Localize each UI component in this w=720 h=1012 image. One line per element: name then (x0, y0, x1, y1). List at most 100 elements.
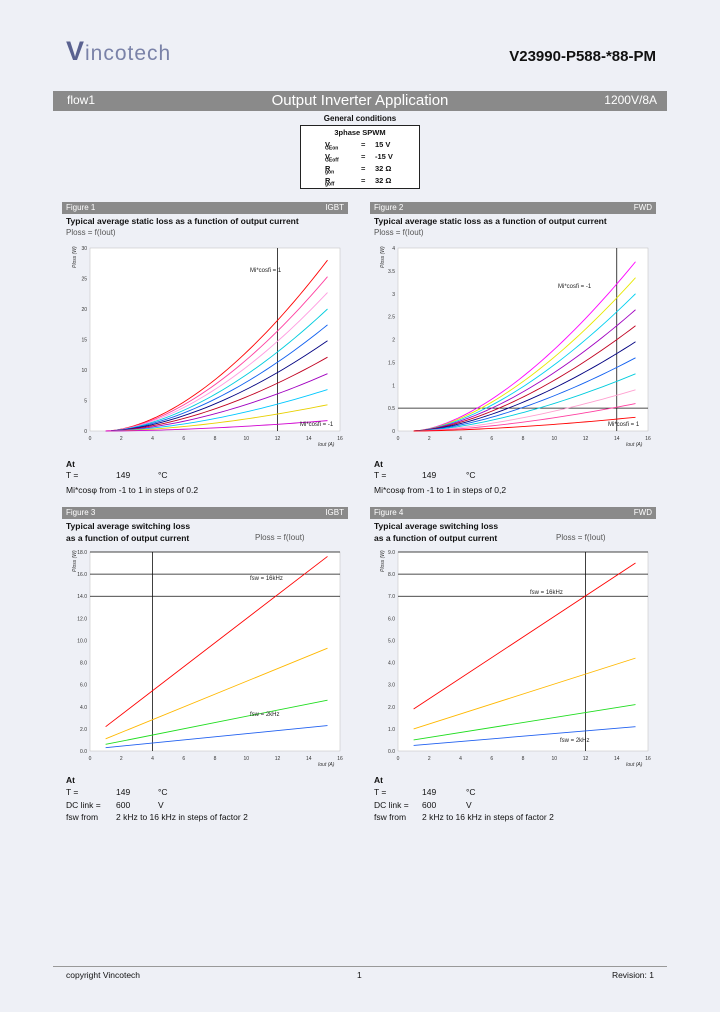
logo-text: incotech (85, 42, 172, 65)
y-axis-label: Ploss (W) (380, 246, 386, 268)
y-tick-label: 6.0 (80, 683, 87, 689)
x-axis-label: Iout (A) (626, 762, 643, 768)
y-tick-label: 2.5 (388, 315, 395, 321)
plot-area (89, 247, 341, 432)
figure-device: FWD (633, 508, 652, 517)
gc-val: -15 V (375, 152, 393, 161)
x-axis-label: Iout (A) (318, 442, 335, 448)
y-tick-label: 2.0 (388, 705, 395, 711)
cond-dc-unit: V (158, 800, 164, 810)
y-tick-label: 18.0 (77, 550, 87, 556)
y-tick-label: 1.5 (388, 360, 395, 366)
chart-annotation: Mi*cosfi = -1 (300, 422, 334, 428)
cond-t-value: 149 (116, 787, 131, 797)
gc-val: 32 Ω (375, 164, 392, 173)
general-conditions-title: General conditions (323, 114, 397, 123)
x-tick-label: 16 (645, 436, 651, 442)
series-line (105, 324, 328, 432)
cond-t-label: T = (66, 470, 79, 480)
y-tick-label: 3.5 (388, 269, 395, 275)
gc-eq: = (361, 152, 366, 161)
series-line (413, 261, 636, 432)
cond-t-unit: °C (158, 787, 168, 797)
cond-t-unit: °C (466, 787, 476, 797)
y-tick-label: 6.0 (388, 616, 395, 622)
x-tick-label: 12 (583, 436, 589, 442)
series-line (105, 404, 328, 432)
gc-eq: = (361, 176, 366, 185)
figure-label: Figure 3 (66, 508, 96, 517)
y-tick-label: 0 (392, 429, 395, 435)
gc-mode: 3phase SPWM (334, 128, 386, 137)
y-tick-label: 1.0 (388, 727, 395, 733)
figure-label: Figure 4 (374, 508, 404, 517)
x-axis-label: Iout (A) (626, 442, 643, 448)
series-line (413, 325, 636, 432)
gc-sym: V (325, 152, 331, 161)
y-tick-label: 5.0 (388, 638, 395, 644)
x-tick-label: 0 (397, 436, 400, 442)
x-tick-label: 4 (151, 756, 154, 762)
series-line (105, 420, 328, 432)
x-tick-label: 16 (337, 756, 343, 762)
chart-figure-3: 0 2 4 6 8 10 12 14 16 0.0 2.0 4.0 6.0 8.0 10.0 12.0 14.0… (72, 550, 343, 768)
chart-annotation: fsw = 16kHz (530, 590, 563, 596)
x-tick-label: 16 (645, 756, 651, 762)
x-tick-label: 2 (428, 756, 431, 762)
series-line (105, 647, 328, 740)
series-line (105, 308, 328, 432)
cond-dc-value: 600 (422, 800, 437, 810)
series-line (413, 657, 636, 730)
x-tick-label: 4 (151, 436, 154, 442)
x-tick-label: 4 (459, 756, 462, 762)
plot-area (89, 551, 341, 752)
y-tick-label: 30 (81, 246, 87, 252)
x-tick-label: 6 (182, 756, 185, 762)
cond-t-value: 149 (116, 470, 131, 480)
cond-dc-value: 600 (116, 800, 131, 810)
figure-label: Figure 1 (66, 203, 96, 212)
plot-area (397, 247, 649, 432)
cond-note: Mi*cosφ from -1 to 1 in steps of 0.2 (66, 485, 199, 495)
figure-title: Typical average switching loss (66, 521, 191, 531)
x-tick-label: 16 (337, 436, 343, 442)
x-tick-label: 10 (243, 756, 249, 762)
x-tick-label: 14 (614, 756, 620, 762)
y-tick-label: 7.0 (388, 594, 395, 600)
y-axis-label: Ploss (W) (72, 246, 78, 268)
x-tick-label: 2 (428, 436, 431, 442)
y-tick-label: 4.0 (388, 661, 395, 667)
figure-formula: Ploss = f(Iout) (374, 228, 424, 237)
y-tick-label: 4.0 (80, 705, 87, 711)
cond-fsw-value: 2 kHz to 16 kHz in steps of factor 2 (116, 812, 248, 822)
chart-figure-1: 0 2 4 6 8 10 12 14 16 0 5 10 15 20 25 30 Iout (A) Ploss (… (72, 246, 343, 448)
y-tick-label: 5 (84, 399, 87, 405)
x-tick-label: 12 (275, 436, 281, 442)
cond-t-unit: °C (466, 470, 476, 480)
x-tick-label: 14 (614, 436, 620, 442)
y-tick-label: 14.0 (77, 594, 87, 600)
y-tick-label: 15 (81, 338, 87, 344)
series-line (105, 340, 328, 432)
y-tick-label: 0.0 (388, 749, 395, 755)
series-line (105, 292, 328, 432)
gc-sub: goff (325, 181, 335, 188)
gc-sub: GEoff (325, 157, 339, 164)
x-tick-label: 14 (306, 436, 312, 442)
cond-fsw-label: fsw from (66, 812, 99, 822)
x-tick-label: 6 (182, 436, 185, 442)
gc-eq: = (361, 140, 366, 149)
gc-sym: V (325, 140, 331, 149)
cond-at: At (374, 775, 383, 785)
series-line (105, 725, 328, 749)
series-line (105, 373, 328, 432)
figure-title-2: as a function of output current (66, 533, 190, 543)
x-tick-label: 4 (459, 436, 462, 442)
figure-4-header: Figure 4 FWD (370, 507, 656, 519)
figure-title-2: as a function of output current (374, 533, 498, 543)
chart-annotation: Mi*cosfi = 1 (608, 422, 640, 428)
y-tick-label: 20 (81, 307, 87, 313)
series-line (105, 276, 328, 432)
chart-figure-2: 0 2 4 6 8 10 12 14 16 0 0.5 1 1.5 2 2.5 3 3.5 4 Iout (A) Pl… (380, 246, 651, 448)
figure-formula: Ploss = f(Iout) (556, 533, 606, 542)
